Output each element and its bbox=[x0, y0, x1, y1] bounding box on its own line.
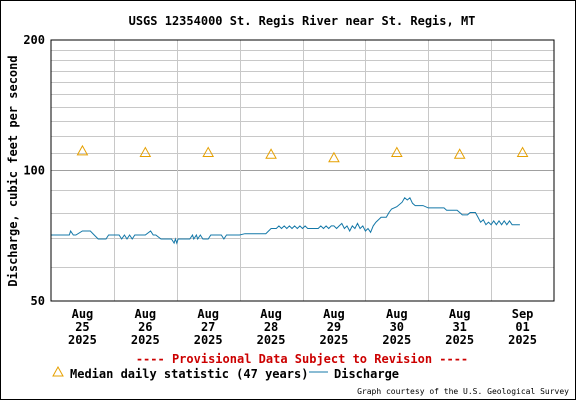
x-tick-label: 2025 bbox=[382, 333, 411, 347]
median-triangle-marker bbox=[453, 148, 466, 159]
x-tick-label: Aug bbox=[134, 307, 156, 321]
legend: Median daily statistic (47 years) Discha… bbox=[52, 365, 399, 381]
median-triangle-marker bbox=[265, 148, 277, 159]
tick-layer: 50100200Aug252025Aug262025Aug272025Aug28… bbox=[23, 33, 537, 347]
chart-title: USGS 12354000 St. Regis River near St. R… bbox=[129, 14, 476, 28]
y-axis-label: Discharge, cubic feet per second bbox=[6, 55, 20, 286]
x-tick-label: 29 bbox=[327, 320, 341, 334]
y-tick-label: 100 bbox=[23, 164, 45, 178]
grid-layer bbox=[51, 40, 554, 301]
provisional-note: ---- Provisional Data Subject to Revisio… bbox=[136, 352, 468, 366]
plot-border bbox=[50, 39, 555, 302]
x-tick-label: 2025 bbox=[68, 333, 97, 347]
x-tick-label: 2025 bbox=[445, 333, 474, 347]
x-tick-label: 2025 bbox=[131, 333, 160, 347]
legend-discharge-label: Discharge bbox=[334, 367, 399, 381]
x-tick-label: Aug bbox=[323, 307, 345, 321]
x-tick-label: Aug bbox=[449, 307, 471, 321]
x-tick-label: 31 bbox=[452, 320, 466, 334]
legend-median-label: Median daily statistic (47 years) bbox=[70, 367, 308, 381]
x-tick-label: Aug bbox=[197, 307, 219, 321]
median-triangle-marker bbox=[76, 144, 89, 156]
x-tick-label: 25 bbox=[75, 320, 89, 334]
x-tick-label: 2025 bbox=[257, 333, 286, 347]
x-tick-label: 30 bbox=[390, 320, 404, 334]
median-triangle-marker bbox=[390, 146, 403, 158]
x-tick-label: Aug bbox=[72, 307, 94, 321]
x-tick-label: 27 bbox=[201, 320, 215, 334]
legend-triangle-icon bbox=[52, 365, 64, 377]
y-tick-label: 50 bbox=[31, 294, 45, 308]
x-tick-label: 26 bbox=[138, 320, 152, 334]
y-tick-label: 200 bbox=[23, 33, 45, 47]
x-tick-label: 2025 bbox=[508, 333, 537, 347]
x-tick-label: Aug bbox=[386, 307, 408, 321]
series-layer bbox=[51, 144, 529, 245]
discharge-series-line bbox=[51, 196, 520, 245]
median-triangle-marker bbox=[328, 151, 340, 163]
x-tick-label: 01 bbox=[515, 320, 529, 334]
median-triangle-marker bbox=[516, 146, 529, 158]
x-tick-label: Aug bbox=[260, 307, 282, 321]
x-tick-label: 2025 bbox=[319, 333, 348, 347]
usgs-credit: Graph courtesy of the U.S. Geological Su… bbox=[357, 387, 569, 396]
x-tick-label: 2025 bbox=[194, 333, 223, 347]
x-tick-label: 28 bbox=[264, 320, 278, 334]
median-triangle-marker bbox=[139, 146, 152, 158]
x-tick-label: Sep bbox=[512, 307, 534, 321]
median-triangle-marker bbox=[202, 146, 215, 158]
